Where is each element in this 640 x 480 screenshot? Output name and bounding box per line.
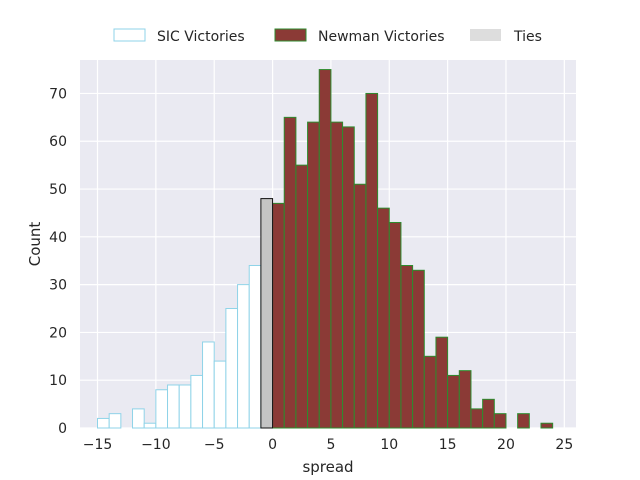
bar-newman-victories [330, 121, 344, 429]
legend-swatch [274, 28, 307, 42]
bar-sic-victories [190, 374, 204, 429]
bar-newman-victories [283, 116, 297, 429]
bar-newman-victories [353, 183, 367, 429]
y-tick-label: 70 [49, 86, 67, 102]
bar-newman-victories [435, 336, 449, 429]
y-tick-label: 20 [49, 325, 67, 341]
bar-sic-victories [213, 360, 227, 429]
x-tick-label: −5 [204, 437, 225, 453]
bar-newman-victories [388, 221, 402, 429]
x-tick-label: 25 [555, 437, 573, 453]
legend-swatch [470, 29, 501, 41]
bar-newman-victories [400, 265, 414, 429]
bar-sic-victories [132, 408, 145, 429]
y-tick-label: 0 [58, 421, 67, 437]
x-tick-label: 20 [497, 437, 515, 453]
bar-newman-victories [307, 121, 320, 429]
bar-newman-victories [412, 269, 425, 429]
bar-newman-victories [318, 69, 332, 429]
bar-newman-victories [447, 374, 460, 429]
x-tick-label: −15 [83, 437, 113, 453]
y-tick-label: 30 [49, 278, 67, 294]
legend-label: SIC Victories [157, 29, 245, 45]
legend-label: Ties [513, 29, 542, 45]
y-tick-labels: 0 10 20 30 40 50 60 70 [49, 86, 67, 437]
bar-ties [260, 198, 274, 429]
x-tick-label: 10 [380, 437, 398, 453]
bar-newman-victories [377, 207, 390, 429]
x-tick-label: 0 [268, 437, 277, 453]
bar-sic-victories [225, 308, 239, 429]
y-axis-label: Count [26, 222, 44, 267]
bar-newman-victories [272, 202, 285, 429]
bar-sic-victories [155, 389, 169, 429]
y-tick-label: 10 [49, 373, 67, 389]
bar-sic-victories [97, 417, 110, 429]
bar-newman-victories [470, 408, 484, 429]
bar-newman-victories [342, 126, 355, 429]
bars [97, 69, 554, 429]
bar-newman-victories [517, 413, 530, 429]
bar-newman-victories [458, 370, 472, 429]
bar-sic-victories [143, 422, 157, 429]
legend-swatch [113, 28, 146, 42]
legend-entry: SIC Victories [113, 28, 245, 45]
x-tick-labels: −15 −10 −5 0 5 10 15 20 25 [83, 437, 574, 453]
legend-label: Newman Victories [318, 29, 445, 45]
bar-sic-victories [108, 413, 122, 429]
y-tick-label: 60 [49, 134, 67, 150]
y-tick-label: 40 [49, 230, 67, 246]
bar-newman-victories [540, 422, 554, 429]
legend: SIC Victories Newman Victories Ties [113, 28, 542, 45]
bar-sic-victories [237, 284, 250, 429]
bar-sic-victories [202, 341, 215, 429]
legend-entry: Ties [470, 29, 542, 45]
bar-sic-victories [248, 265, 262, 429]
x-tick-label: 15 [439, 437, 457, 453]
bar-sic-victories [167, 384, 180, 429]
x-axis-label: spread [302, 458, 353, 476]
legend-entry: Newman Victories [274, 28, 445, 45]
bar-sic-victories [178, 384, 192, 429]
x-tick-label: 5 [326, 437, 335, 453]
bar-newman-victories [482, 398, 495, 429]
y-tick-label: 50 [49, 182, 67, 198]
bar-newman-victories [365, 92, 379, 429]
x-tick-label: −10 [141, 437, 171, 453]
bar-newman-victories [295, 164, 309, 429]
bar-newman-victories [423, 355, 437, 429]
bar-newman-victories [493, 413, 507, 429]
